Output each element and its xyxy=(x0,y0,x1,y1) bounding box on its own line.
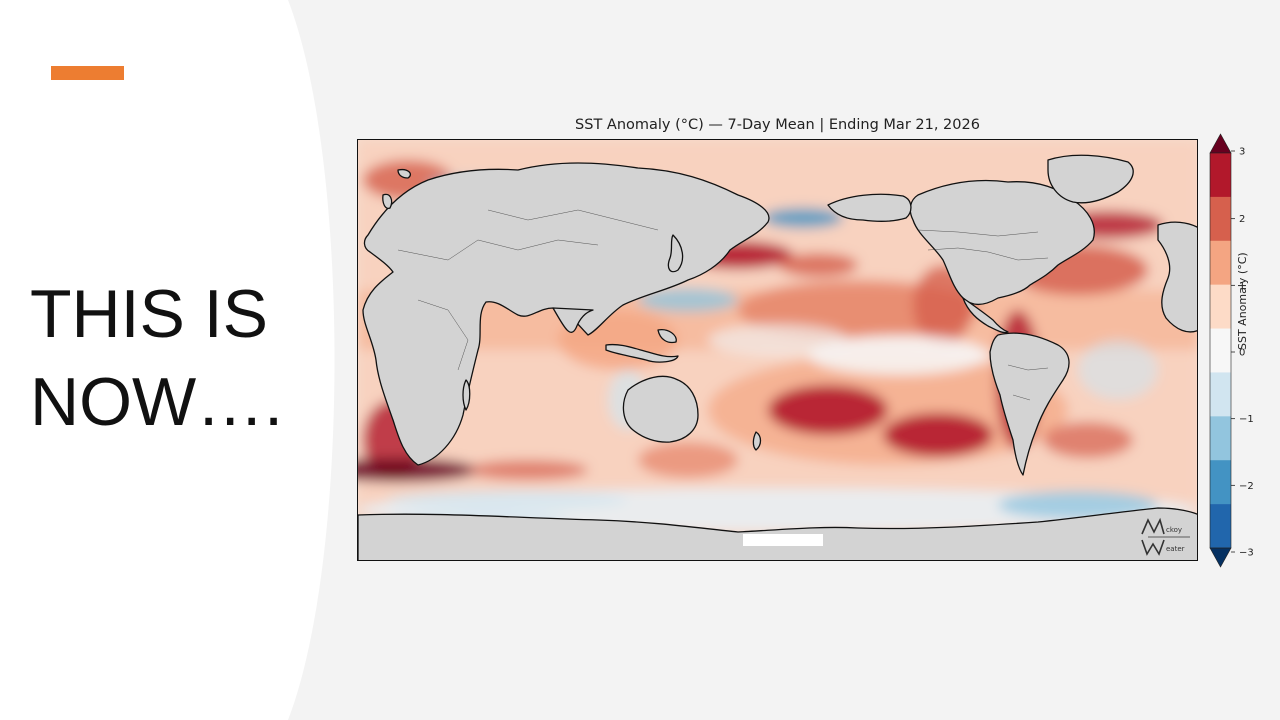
colorbar-band xyxy=(1210,240,1231,285)
colorbar-extend-min xyxy=(1209,547,1232,568)
accent-bar xyxy=(51,66,124,80)
colorbar-tick-label: −3 xyxy=(1239,548,1254,559)
colorbar-tick-label: 0 xyxy=(1239,348,1245,359)
colorbar-extend-max xyxy=(1209,133,1232,154)
colorbar-band xyxy=(1210,328,1231,373)
colorbar-tick-label: −1 xyxy=(1239,414,1254,425)
colorbar-swatches xyxy=(1209,133,1232,568)
map-title: SST Anomaly (°C) — 7-Day Mean | Ending M… xyxy=(575,117,980,133)
watermark-logo: ckoy eater xyxy=(1141,517,1190,556)
colorbar-tick-label: 3 xyxy=(1239,147,1245,158)
colorbar: 3 2 1 0 −1 −2 −3 xyxy=(1209,133,1254,568)
sst-anomaly-map xyxy=(357,139,1198,561)
slide-headline: THIS IS NOW…. xyxy=(30,270,320,446)
colorbar-band xyxy=(1210,284,1231,329)
colorbar-band xyxy=(1210,372,1231,417)
no-data-patch xyxy=(743,534,823,546)
colorbar-ticks: 3 2 1 0 −1 −2 −3 xyxy=(1231,147,1254,559)
watermark-text-2: eater xyxy=(1166,545,1185,553)
colorbar-tick-label: 2 xyxy=(1239,214,1245,225)
colorbar-band xyxy=(1210,460,1231,505)
colorbar-band xyxy=(1210,416,1231,461)
headline-line-1: THIS IS xyxy=(30,276,269,352)
headline-line-2: NOW…. xyxy=(30,364,284,440)
colorbar-tick-label: 1 xyxy=(1239,281,1245,292)
colorbar-band xyxy=(1210,504,1231,549)
colorbar-tick-label: −2 xyxy=(1239,481,1254,492)
colorbar-label: SST Anomaly (°C) xyxy=(1236,252,1249,350)
country-borders xyxy=(397,209,1049,401)
colorbar-band xyxy=(1210,196,1231,242)
watermark-text-1: ckoy xyxy=(1166,526,1182,534)
colorbar-band xyxy=(1210,153,1231,198)
